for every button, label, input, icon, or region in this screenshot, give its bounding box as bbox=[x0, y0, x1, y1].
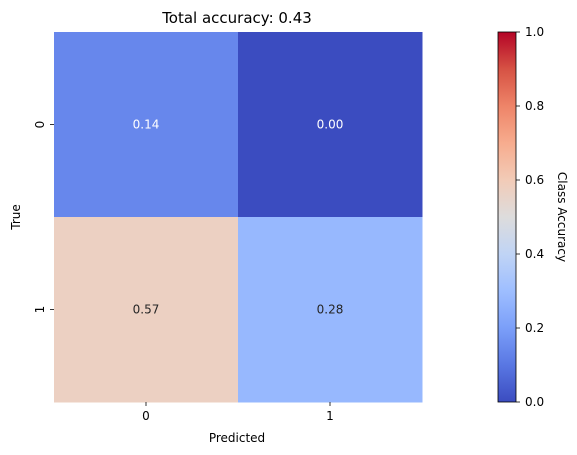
chart-title: Total accuracy: 0.43 bbox=[161, 9, 312, 27]
colorbar-tick-label: 0.0 bbox=[525, 395, 544, 409]
heatmap-cell bbox=[238, 32, 423, 218]
x-tick-label: 0 bbox=[142, 409, 150, 423]
x-axis-label: Predicted bbox=[209, 431, 265, 445]
cell-value-label: 0.57 bbox=[133, 303, 160, 317]
cell-value-label: 0.14 bbox=[133, 118, 160, 132]
heatmap-cell-labels: 0.14 0.00 0.57 0.28 bbox=[133, 118, 344, 317]
colorbar-gradient bbox=[497, 31, 517, 403]
colorbar-tick-label: 0.4 bbox=[525, 247, 544, 261]
y-tick-label: 1 bbox=[33, 306, 47, 314]
colorbar: 0.0 0.2 0.4 0.6 0.8 1.0 Class Accuracy bbox=[497, 25, 569, 409]
colorbar-label: Class Accuracy bbox=[555, 172, 569, 262]
y-tick-label: 0 bbox=[33, 121, 47, 129]
heatmap-cells bbox=[54, 32, 423, 403]
x-tick-label: 1 bbox=[326, 409, 334, 423]
cell-value-label: 0.28 bbox=[317, 303, 344, 317]
heatmap-cell bbox=[238, 217, 423, 403]
colorbar-tick-label: 0.8 bbox=[525, 99, 544, 113]
colorbar-tick-label: 1.0 bbox=[525, 25, 544, 39]
heatmap-cell bbox=[54, 217, 239, 403]
y-axis-label: True bbox=[9, 204, 23, 231]
colorbar-tick-label: 0.6 bbox=[525, 173, 544, 187]
colorbar-ticks: 0.0 0.2 0.4 0.6 0.8 1.0 bbox=[516, 25, 544, 409]
heatmap-cell bbox=[54, 32, 239, 218]
y-axis: 01 bbox=[33, 121, 54, 314]
cell-value-label: 0.00 bbox=[317, 118, 344, 132]
colorbar-tick-label: 0.2 bbox=[525, 321, 544, 335]
